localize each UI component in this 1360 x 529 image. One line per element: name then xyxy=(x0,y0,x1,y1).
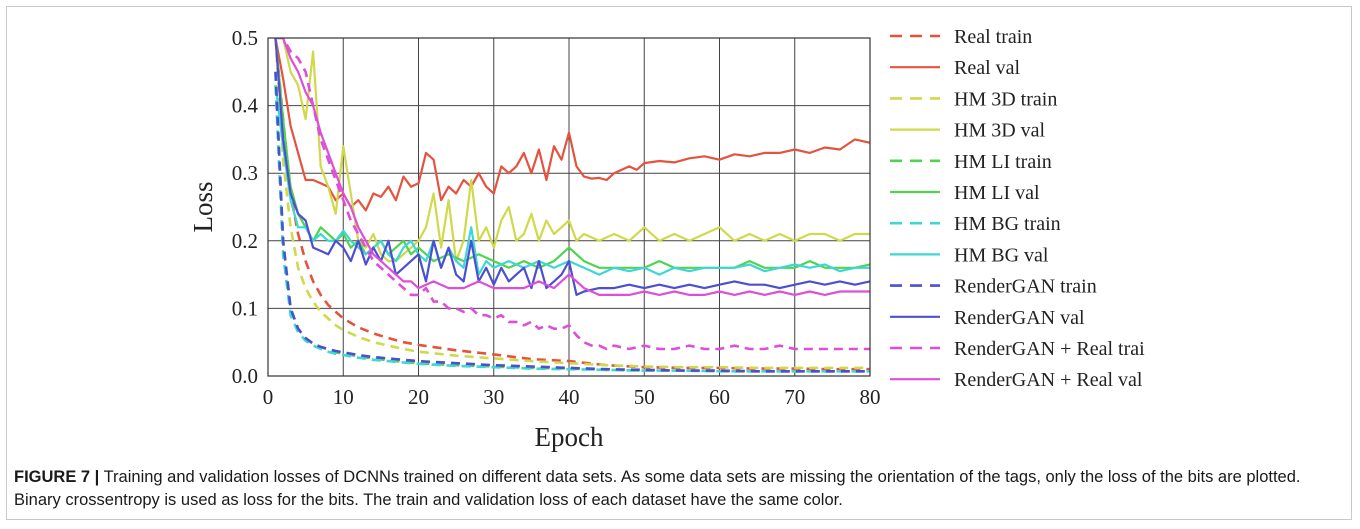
series-line-10 xyxy=(275,38,870,351)
series-layer xyxy=(274,38,870,373)
figure-frame xyxy=(6,6,1352,520)
legend-label: HM LI val xyxy=(954,182,1040,204)
legend-label: RenderGAN train xyxy=(954,276,1097,298)
series-line-8 xyxy=(274,71,870,373)
y-tick-label: 0.4 xyxy=(232,94,259,118)
legend-label: RenderGAN + Real val xyxy=(954,369,1143,391)
caption-text: Training and validation losses of DCNNs … xyxy=(14,468,1301,509)
x-tick-label: 10 xyxy=(333,385,354,409)
legend-label: Real train xyxy=(954,26,1032,48)
y-tick-label: 0.2 xyxy=(232,229,258,253)
figure-caption: FIGURE 7 | Training and validation losse… xyxy=(14,466,1344,512)
x-tick-label: 0 xyxy=(263,385,274,409)
x-tick-label: 20 xyxy=(408,385,429,409)
y-tick-label: 0.5 xyxy=(232,26,258,50)
series-line-9 xyxy=(274,38,870,296)
y-tick-label: 0.1 xyxy=(232,296,258,320)
plot-border xyxy=(267,37,871,377)
series-line-11 xyxy=(275,38,870,296)
y-tick-label: 0.3 xyxy=(232,161,258,185)
series-line-3 xyxy=(275,38,870,263)
loss-chart: 0 10 20 30 40 50 60 70 80 0.0 0.1 0.2 0.3 0.4 0.5 Epoc… xyxy=(188,26,1145,452)
axis-ticks: 0 10 20 30 40 50 60 70 80 0.0 0.1 0.2 0.3 0.4 0.5 xyxy=(232,26,881,409)
legend-label: HM BG train xyxy=(954,213,1061,235)
x-axis-label: Epoch xyxy=(535,422,604,452)
legend-label: HM LI train xyxy=(954,151,1052,173)
x-tick-label: 60 xyxy=(709,385,730,409)
caption-label: FIGURE 7 | xyxy=(14,468,100,486)
series-line-2 xyxy=(274,38,870,370)
legend-label: HM 3D val xyxy=(954,120,1046,142)
series-line-7 xyxy=(274,85,870,276)
legend-label: RenderGAN + Real trai xyxy=(954,338,1145,360)
y-tick-label: 0.0 xyxy=(232,364,258,388)
y-axis-label: Loss xyxy=(188,181,218,232)
x-tick-label: 70 xyxy=(784,385,805,409)
legend-label: HM BG val xyxy=(954,244,1049,266)
legend-label: Real val xyxy=(954,57,1021,79)
x-tick-label: 50 xyxy=(634,385,655,409)
legend-label: RenderGAN val xyxy=(954,307,1085,329)
legend: Real train Real val HM 3D train HM 3D val HM… xyxy=(890,26,1145,391)
x-tick-label: 80 xyxy=(860,385,881,409)
x-tick-label: 40 xyxy=(559,385,580,409)
legend-label: HM 3D train xyxy=(954,88,1057,110)
x-tick-label: 30 xyxy=(483,385,504,409)
series-line-1 xyxy=(274,38,870,212)
